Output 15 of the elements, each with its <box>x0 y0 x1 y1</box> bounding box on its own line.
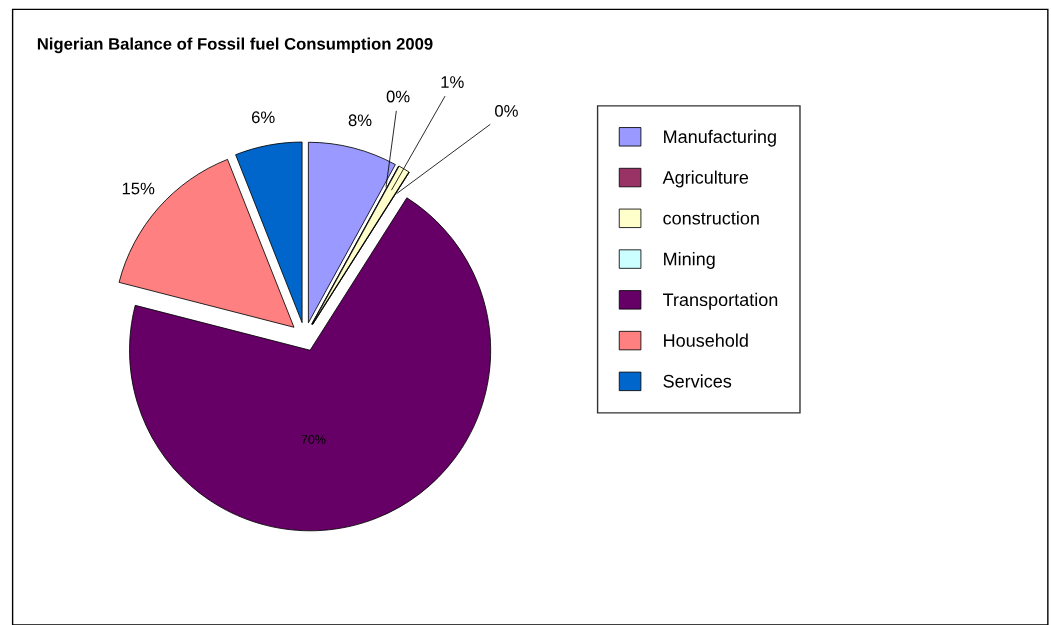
legend-label: construction <box>663 211 759 225</box>
legend-label: Manufacturing <box>664 129 776 147</box>
text: 0% <box>386 90 410 103</box>
data-label: 6% <box>251 111 275 124</box>
chart-title: Nigerian Balance of Fossil fuel Consumption 2009 <box>37 37 433 54</box>
data-label: 70% <box>301 435 326 444</box>
text: 0% <box>495 105 518 117</box>
data-label: 8% <box>348 114 372 127</box>
legend-label: Household <box>664 333 748 347</box>
data-label: 1% <box>441 76 464 88</box>
legend-label: Services <box>663 374 732 388</box>
legend-label: Transportation <box>662 292 778 310</box>
legend-label: Mining <box>664 252 715 269</box>
legend-label: Agriculture <box>662 170 749 188</box>
data-label: 15% <box>122 182 155 195</box>
